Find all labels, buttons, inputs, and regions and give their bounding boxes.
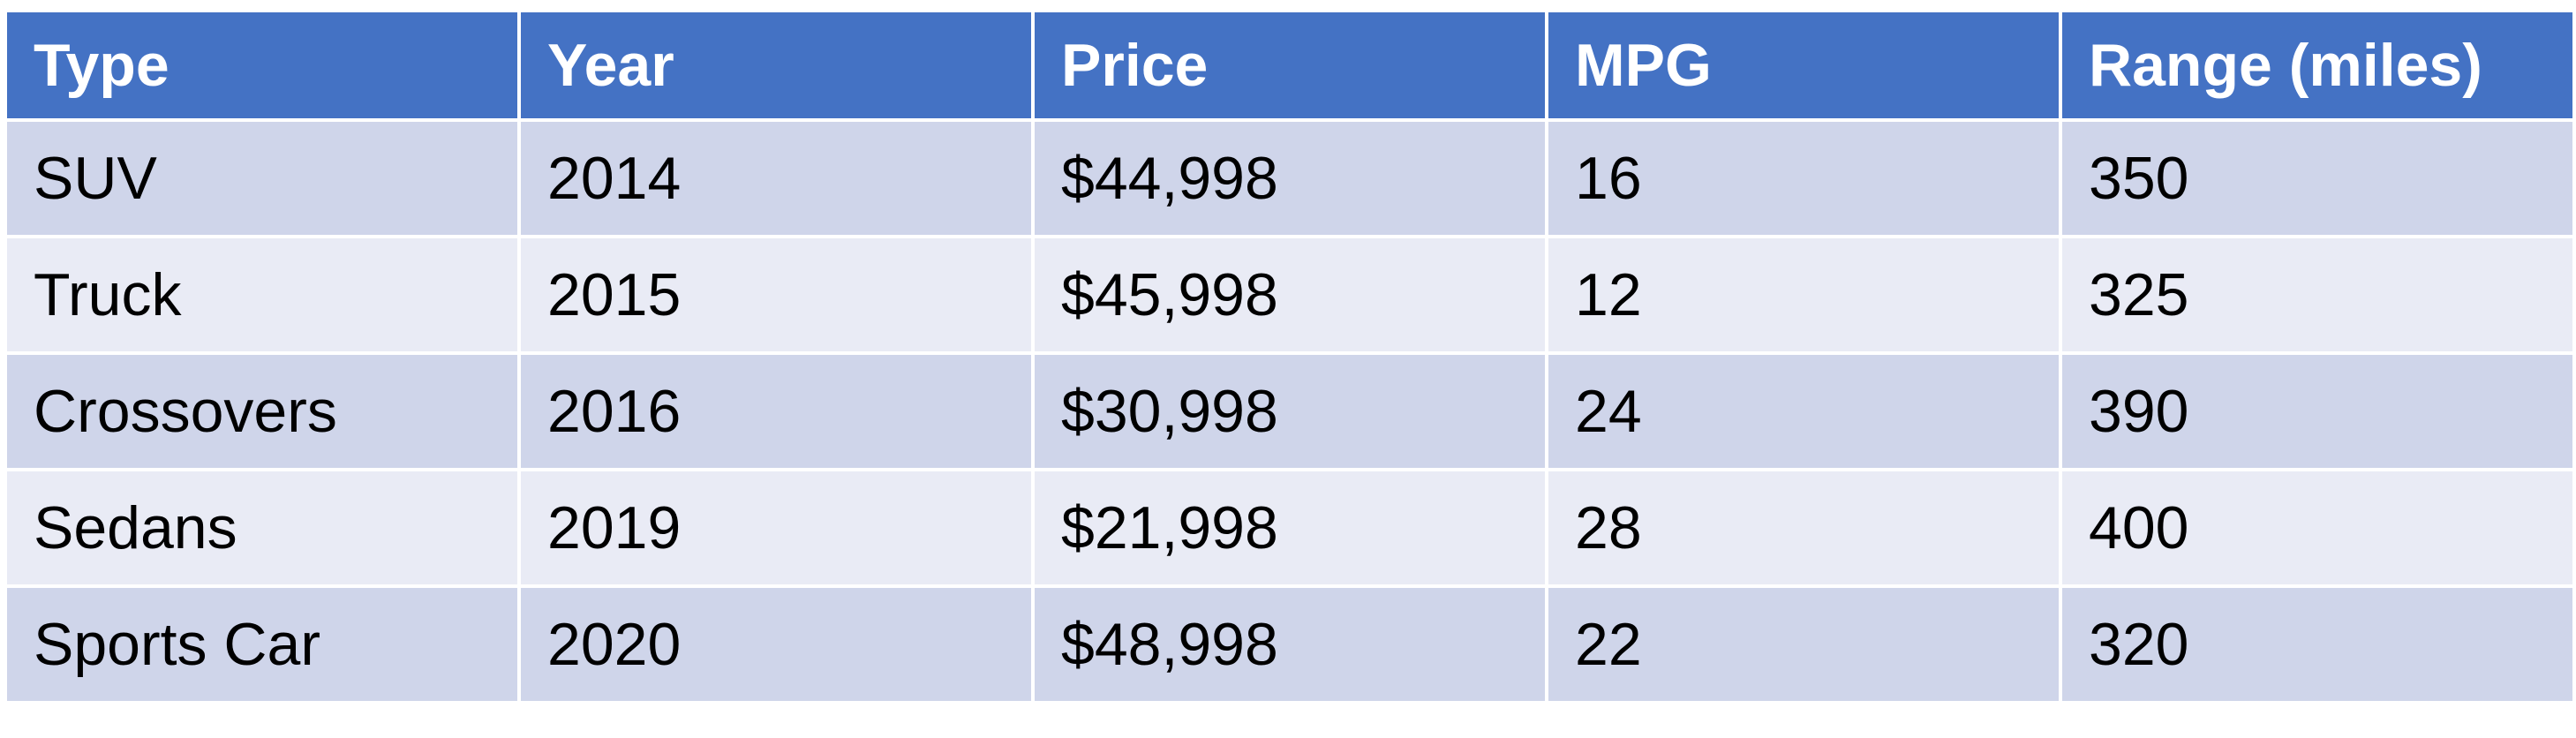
cell-type: Crossovers — [4, 351, 521, 471]
cell-range: 350 — [2059, 118, 2576, 238]
cell-mpg: 28 — [1545, 468, 2062, 588]
column-header-year: Year — [517, 9, 1035, 122]
table-row: Crossovers 2016 $30,998 24 390 — [4, 351, 2576, 471]
cell-year: 2016 — [517, 351, 1035, 471]
cell-type: SUV — [4, 118, 521, 238]
cell-range: 390 — [2059, 351, 2576, 471]
cell-year: 2015 — [517, 235, 1035, 355]
cell-year: 2019 — [517, 468, 1035, 588]
table-row: Truck 2015 $45,998 12 325 — [4, 235, 2576, 355]
cell-range: 325 — [2059, 235, 2576, 355]
table-row: Sports Car 2020 $48,998 22 320 — [4, 584, 2576, 704]
column-header-type: Type — [4, 9, 521, 122]
table-row: Sedans 2019 $21,998 28 400 — [4, 468, 2576, 588]
cell-type: Sedans — [4, 468, 521, 588]
cell-mpg: 22 — [1545, 584, 2062, 704]
cell-price: $21,998 — [1031, 468, 1548, 588]
column-header-price: Price — [1031, 9, 1548, 122]
cell-range: 400 — [2059, 468, 2576, 588]
cell-year: 2020 — [517, 584, 1035, 704]
table-row: SUV 2014 $44,998 16 350 — [4, 118, 2576, 238]
column-header-mpg: MPG — [1545, 9, 2062, 122]
cell-mpg: 16 — [1545, 118, 2062, 238]
cell-type: Sports Car — [4, 584, 521, 704]
cell-year: 2014 — [517, 118, 1035, 238]
cell-mpg: 24 — [1545, 351, 2062, 471]
vehicle-table-container: Type Year Price MPG Range (miles) SUV 20… — [4, 9, 2576, 704]
column-header-range: Range (miles) — [2059, 9, 2576, 122]
cell-price: $30,998 — [1031, 351, 1548, 471]
cell-mpg: 12 — [1545, 235, 2062, 355]
cell-type: Truck — [4, 235, 521, 355]
cell-price: $48,998 — [1031, 584, 1548, 704]
vehicle-table: Type Year Price MPG Range (miles) SUV 20… — [4, 9, 2576, 704]
cell-price: $44,998 — [1031, 118, 1548, 238]
cell-price: $45,998 — [1031, 235, 1548, 355]
table-header-row: Type Year Price MPG Range (miles) — [4, 9, 2576, 122]
cell-range: 320 — [2059, 584, 2576, 704]
